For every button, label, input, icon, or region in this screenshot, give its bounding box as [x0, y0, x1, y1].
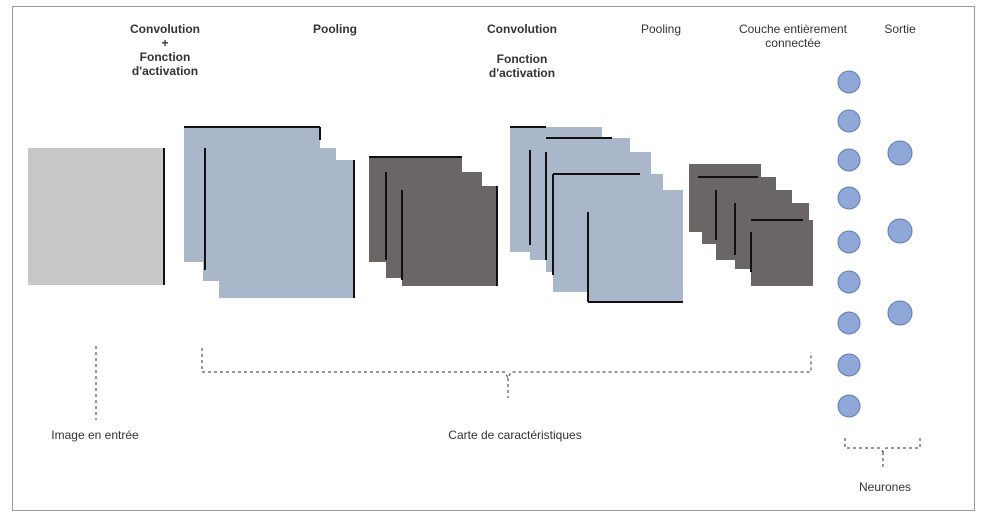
conv2-label-line3: d'activation	[472, 66, 572, 80]
output-neuron	[888, 219, 912, 243]
input-image-block	[28, 148, 164, 285]
pool1-label: Pooling	[300, 22, 370, 36]
fc-neuron	[838, 354, 860, 376]
conv1-label-line4: d'activation	[115, 64, 215, 78]
fc-neurons	[838, 71, 860, 417]
output-neuron	[888, 301, 912, 325]
pool2-feature-maps	[689, 164, 813, 286]
fc-neuron	[838, 312, 860, 334]
input-image-label: Image en entrée	[30, 428, 160, 442]
conv2-label-line1: Convolution	[472, 22, 572, 36]
conv2-label: Convolution Fonction d'activation	[472, 22, 572, 80]
fc-neuron	[838, 71, 860, 93]
fc-label-line2: connectée	[718, 36, 868, 50]
conv1-label-line1: Convolution	[115, 22, 215, 36]
output-neurons	[888, 141, 912, 325]
conv1-label-line2: +	[115, 36, 215, 50]
fc-neuron	[838, 149, 860, 171]
fc-neuron	[838, 110, 860, 132]
conv1-label-line3: Fonction	[115, 50, 215, 64]
conv1-label: Convolution + Fonction d'activation	[115, 22, 215, 78]
fc-neuron	[838, 231, 860, 253]
conv2-label-line2: Fonction	[472, 52, 572, 66]
pool1-feature-maps	[369, 157, 497, 286]
feature-maps-brace	[202, 348, 811, 378]
fc-neuron	[838, 271, 860, 293]
neurons-brace	[845, 438, 920, 452]
conv1-feature-maps	[184, 127, 354, 298]
output-label: Sortie	[872, 22, 928, 36]
fc-neuron	[838, 187, 860, 209]
neurons-label: Neurones	[847, 480, 923, 494]
pool2-label: Pooling	[628, 22, 694, 36]
fc-label: Couche entièrement connectée	[718, 22, 868, 50]
conv2-feature-maps	[510, 127, 683, 302]
output-neuron	[888, 141, 912, 165]
fc-neuron	[838, 395, 860, 417]
feature-maps-label: Carte de caractéristiques	[420, 428, 610, 442]
fc-label-line1: Couche entièrement	[718, 22, 868, 36]
